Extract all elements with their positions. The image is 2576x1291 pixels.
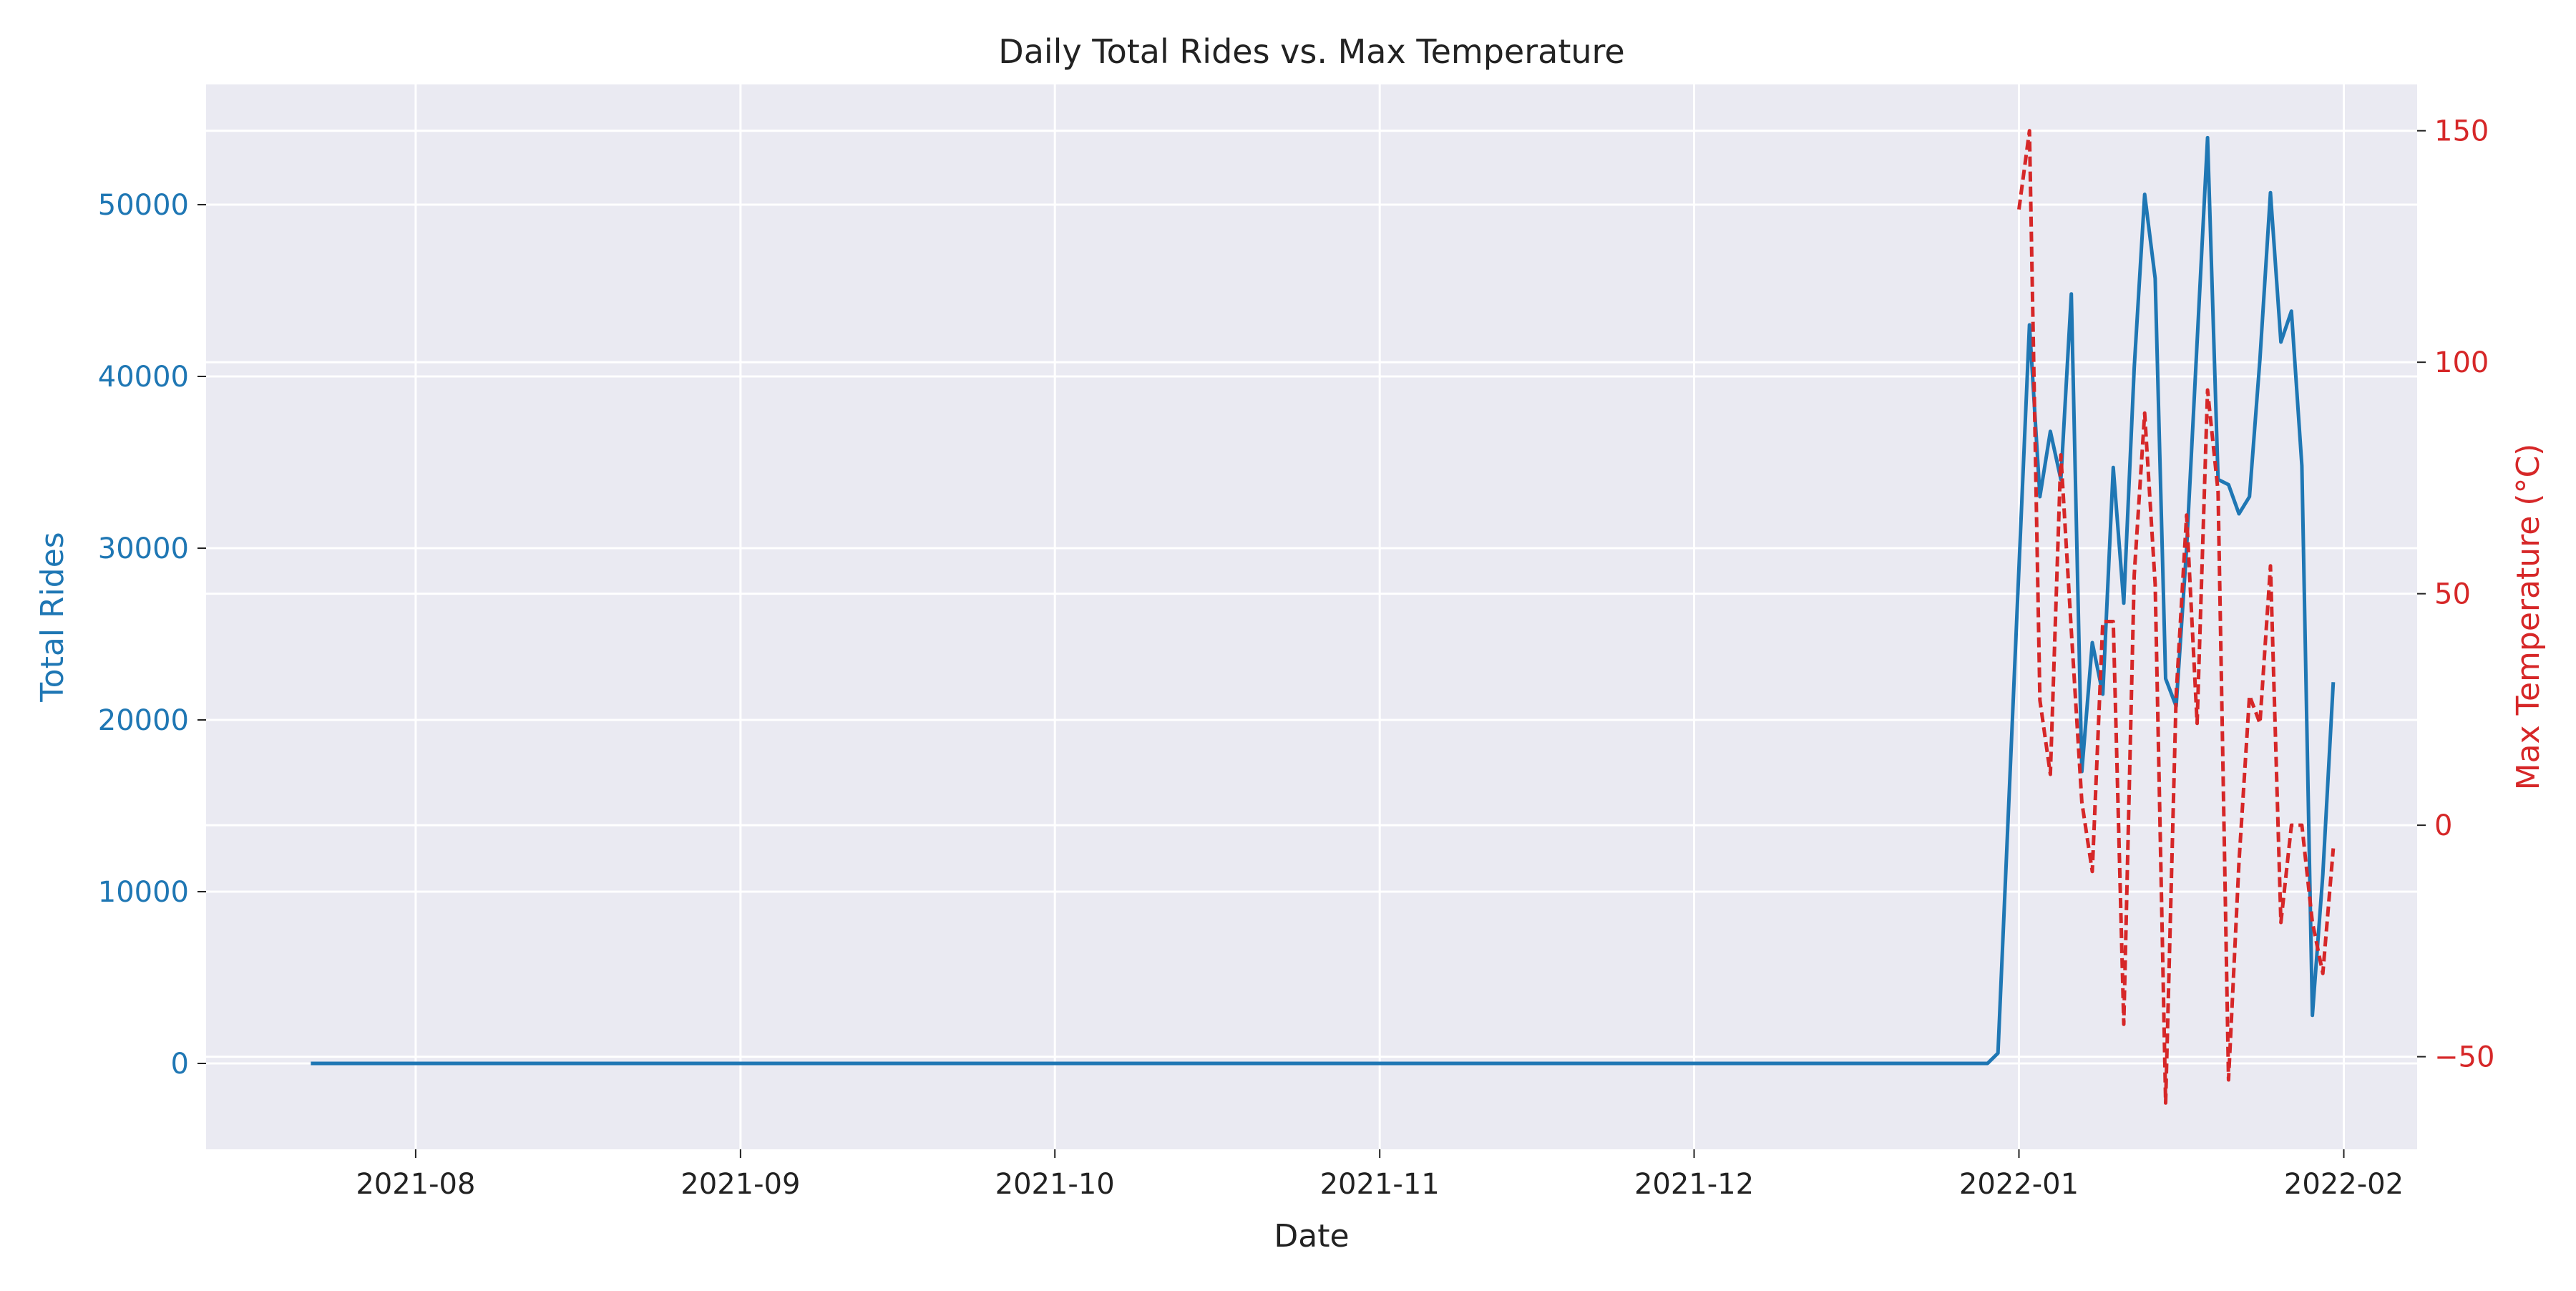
x-tick-label: 2021-12 bbox=[1634, 1168, 1754, 1201]
right-y-axis-label: Max Temperature (°C) bbox=[2510, 444, 2547, 791]
x-tick-labels: 2021-08 2021-09 2021-10 2021-11 2021-12 2022-… bbox=[356, 1149, 2404, 1201]
left-y-tick-labels: 0 10000 20000 30000 40000 50000 bbox=[98, 189, 206, 1081]
left-y-tick-label: 40000 bbox=[98, 361, 189, 394]
left-y-tick-label: 10000 bbox=[98, 876, 189, 909]
left-y-axis-label: Total Rides bbox=[34, 532, 71, 702]
x-tick-label: 2021-10 bbox=[995, 1168, 1115, 1201]
left-y-gridlines bbox=[206, 203, 2417, 1065]
left-y-tick-label: 30000 bbox=[98, 532, 189, 565]
left-y-tick-label: 50000 bbox=[98, 189, 189, 222]
x-gridlines bbox=[414, 84, 2345, 1149]
series-layer bbox=[311, 129, 2336, 1105]
right-y-tick-label: −50 bbox=[2434, 1041, 2494, 1074]
plot-background bbox=[206, 84, 2417, 1149]
right-y-tick-label: 50 bbox=[2434, 578, 2471, 611]
x-tick-label: 2021-09 bbox=[680, 1168, 800, 1201]
total-rides-line bbox=[311, 135, 2336, 1066]
right-y-tick-label: 100 bbox=[2434, 346, 2489, 379]
x-axis-label: Date bbox=[1274, 1218, 1349, 1255]
right-y-tick-label: 0 bbox=[2434, 809, 2452, 842]
right-y-gridlines bbox=[206, 130, 2417, 1058]
right-y-tick-labels: −50 0 50 100 150 bbox=[2417, 115, 2494, 1074]
x-tick-label: 2022-01 bbox=[1959, 1168, 2079, 1201]
left-y-tick-label: 0 bbox=[171, 1048, 189, 1081]
max-temperature-line bbox=[2017, 129, 2336, 1105]
x-tick-label: 2021-11 bbox=[1320, 1168, 1440, 1201]
chart-title: Daily Total Rides vs. Max Temperature bbox=[998, 32, 1624, 71]
left-y-tick-label: 20000 bbox=[98, 704, 189, 737]
x-tick-label: 2021-08 bbox=[356, 1168, 475, 1201]
right-y-tick-label: 150 bbox=[2434, 115, 2489, 148]
x-tick-label: 2022-02 bbox=[2284, 1168, 2404, 1201]
